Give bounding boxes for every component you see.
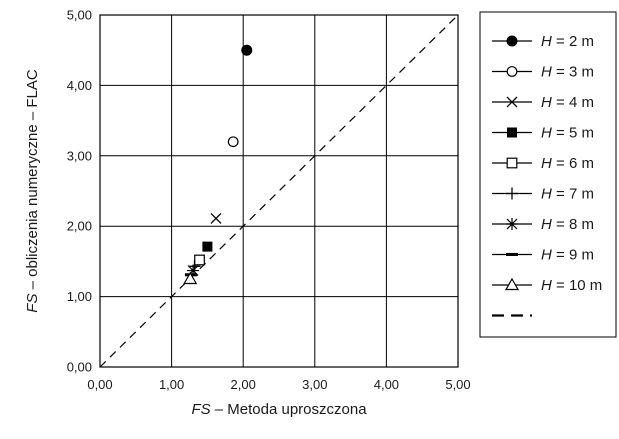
legend-item: H = 6 m xyxy=(492,155,594,172)
legend-box xyxy=(479,11,617,338)
legend-label: H = 6 m xyxy=(541,155,594,172)
legend-marker-open-square xyxy=(506,157,518,169)
legend-item: H = 7 m xyxy=(492,186,594,203)
x-tick-label: 1,00 xyxy=(159,377,184,392)
legend-label: H = 5 m xyxy=(541,125,594,142)
legend-item: H = 2 m xyxy=(492,33,594,50)
legend-marker-filled-square xyxy=(507,127,517,138)
legend-item: H = 10 m xyxy=(492,277,602,294)
legend-label: H = 3 m xyxy=(541,64,594,81)
legend-item: H = 9 m xyxy=(492,247,594,264)
data-point-x-cross xyxy=(210,212,222,224)
y-tick-label: 1,00 xyxy=(67,289,92,304)
y-tick-label: 0,00 xyxy=(67,360,92,375)
data-points xyxy=(183,44,253,285)
x-tick-label: 4,00 xyxy=(374,377,399,392)
data-point-open-square xyxy=(194,254,205,266)
data-point-filled-square xyxy=(202,241,213,252)
data-point-asterisk xyxy=(187,264,200,277)
legend-item: H = 5 m xyxy=(492,125,594,142)
x-tick-label: 0,00 xyxy=(87,377,112,392)
legend-label: H = 9 m xyxy=(541,247,594,264)
x-tick-label: 3,00 xyxy=(302,377,327,392)
legend-label: H = 4 m xyxy=(541,94,594,111)
grid-lines xyxy=(100,15,458,367)
legend-marker-asterisk xyxy=(506,218,518,230)
legend-item: H = 4 m xyxy=(492,94,594,111)
legend-item: H = 3 m xyxy=(492,64,594,81)
x-axis-label: FS – Metoda uproszczona xyxy=(191,401,367,418)
legend-marker-open-triangle xyxy=(504,277,520,291)
legend-label: H = 8 m xyxy=(541,216,594,233)
tick-labels: 0,00 1,00 2,00 3,00 4,00 5,00 0,00 1,00 2,00 3,00… xyxy=(67,8,471,393)
legend-marker-plus xyxy=(506,187,518,200)
data-point-open-triangle xyxy=(183,271,198,285)
legend-item: H = 8 m xyxy=(492,216,594,233)
data-point-open-circle xyxy=(227,136,239,148)
legend-label: H = 7 m xyxy=(541,186,594,203)
legend-marker-filled-circle xyxy=(506,35,518,47)
x-tick-label: 2,00 xyxy=(231,377,256,392)
plot-area xyxy=(99,14,459,368)
legend-marker-x-cross xyxy=(506,96,518,108)
y-axis-label: FS – obliczenia numeryczne – FLAC xyxy=(24,69,41,313)
y-tick-label: 3,00 xyxy=(67,148,92,163)
x-tick-label: 5,00 xyxy=(445,377,470,392)
y-tick-label: 5,00 xyxy=(67,8,92,23)
y-tick-label: 4,00 xyxy=(67,78,92,93)
legend-marker-open-circle xyxy=(506,66,518,77)
y-tick-label: 2,00 xyxy=(67,219,92,234)
data-point-filled-circle xyxy=(241,44,253,56)
legend: H = 2 m H = 3 m H = 4 m H = 5 m H = 6 m H = 7… xyxy=(492,33,602,317)
legend-label: H = 10 m xyxy=(541,277,602,294)
legend-label: H = 2 m xyxy=(541,33,594,50)
